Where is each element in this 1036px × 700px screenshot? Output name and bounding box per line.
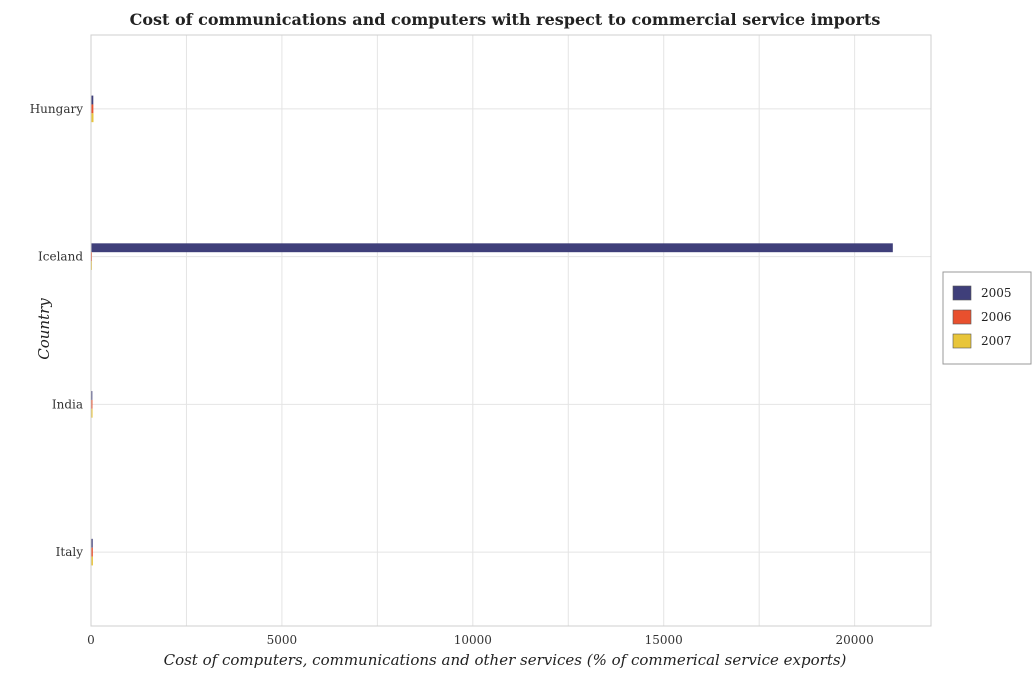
x-tick-label: 5000 [267,633,298,647]
plot-frame [90,34,932,627]
legend-swatch-2006 [952,309,972,325]
y-tick-label: Iceland [38,250,83,264]
bar-india-2007 [91,408,93,418]
x-tick-label: 10000 [454,633,492,647]
bar-italy-2006 [91,547,93,557]
bars [91,95,893,566]
y-tick-label: Italy [56,545,84,559]
y-tick-label: Hungary [30,102,83,116]
y-tick-label: India [52,397,83,411]
bar-italy-2007 [91,556,93,566]
chart-title: Cost of communications and computers wit… [130,10,881,29]
axes: 0 5000 10000 15000 20000 Hungary Iceland India I… [30,34,932,647]
x-tick-label: 20000 [836,633,874,647]
bar-italy-2005 [91,538,93,548]
legend-swatch-2007 [952,333,972,349]
legend-swatch-2005 [952,285,972,301]
bar-india-2005 [91,391,93,400]
legend: 2005 2006 2007 [942,271,1032,365]
bar-hungary-2006 [91,104,94,114]
grid [90,35,931,626]
x-axis-label: Cost of computers, communications and ot… [164,651,847,669]
legend-label-2007: 2007 [981,334,1012,348]
bar-hungary-2005 [91,95,94,105]
y-axis-label: Country [35,298,53,360]
legend-label-2005: 2005 [981,286,1012,300]
bar-hungary-2007 [91,113,94,123]
x-tick-label: 0 [87,633,95,647]
bar-iceland-2005 [91,243,893,253]
x-tick-label: 15000 [645,633,683,647]
bar-india-2006 [91,399,93,409]
legend-label-2006: 2006 [981,310,1012,324]
